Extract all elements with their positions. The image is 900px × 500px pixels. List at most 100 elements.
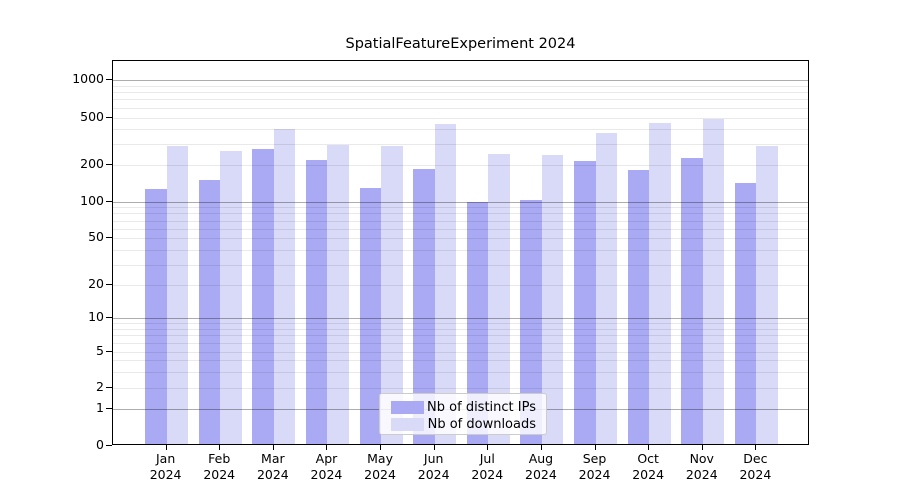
x-tick-mark [219,445,221,450]
y-tick-mark [106,386,112,388]
legend-item-downloads: Nb of downloads [380,416,546,432]
grid-layer [113,61,808,444]
bar-downloads-mar [273,129,296,445]
bar-downloads-dec [756,145,778,445]
y-tick-label-0: 0 [96,436,104,452]
bar-distinct-ips-dec [734,182,757,445]
y-tick-label-2: 2 [96,378,104,394]
gridline-6 [113,342,808,344]
x-tick-label-nov: Nov 2024 [685,451,718,482]
bar-downloads-apr [327,145,349,445]
legend-label-distinct-ips: Nb of distinct IPs [427,399,536,415]
gridline-600 [113,107,808,109]
gridline-2 [113,387,808,389]
y-tick-label-100: 100 [80,192,104,208]
bar-distinct-ips-oct [627,169,650,445]
gridline-900 [113,85,808,87]
gridline-4 [113,360,808,362]
gridline-80 [113,213,808,215]
gridline-3 [113,371,808,373]
gridline-500 [113,117,808,119]
bar-downloads-jul [488,154,510,445]
bar-downloads-aug [541,155,564,445]
x-tick-mark [755,445,757,450]
legend-item-distinct-ips: Nb of distinct IPs [380,399,546,415]
chart-title: SpatialFeatureExperiment 2024 [345,36,576,52]
y-tick-mark [106,317,112,318]
y-tick-label-20: 20 [88,276,104,292]
x-tick-label-apr: Apr 2024 [310,451,343,482]
y-tick-mark [106,408,112,410]
gridline-8 [113,328,808,330]
gridline-50 [113,238,808,240]
gridline-10 [113,318,808,319]
y-tick-mark [106,164,112,166]
gridline-9 [113,323,808,325]
gridline-200 [113,165,808,167]
bar-distinct-ips-jul [466,201,489,445]
y-tick-mark [106,79,112,80]
x-tick-mark [326,445,328,450]
y-tick-label-1000: 1000 [72,71,104,86]
x-tick-label-mar: Mar 2024 [256,451,289,482]
y-tick-label-10: 10 [88,309,104,324]
plot-area [112,60,809,445]
x-tick-mark [540,445,542,450]
y-tick-mark [106,444,112,446]
bars-layer [113,61,808,445]
legend: Nb of distinct IPs Nb of downloads [379,393,547,435]
bar-distinct-ips-sep [574,160,596,445]
y-tick-mark [106,350,112,352]
x-tick-label-dec: Dec 2024 [739,451,772,482]
gridline-100 [113,201,808,203]
bar-distinct-ips-feb [198,180,221,445]
bar-downloads-oct [649,123,671,445]
bar-distinct-ips-may [359,187,382,445]
y-tick-mark [106,116,112,118]
x-tick-mark [165,445,167,450]
bar-distinct-ips-nov [681,158,703,445]
bar-distinct-ips-jun [413,168,435,445]
gridline-90 [113,207,808,209]
x-tick-mark [487,445,489,450]
y-tick-label-500: 500 [80,108,104,124]
x-tick-mark [380,445,382,450]
bar-distinct-ips-mar [252,148,274,445]
gridline-70 [113,220,808,222]
legend-swatch-distinct-ips-icon [391,400,424,414]
bar-downloads-jan [166,145,189,445]
x-tick-label-jun: Jun 2024 [417,451,450,482]
bar-downloads-feb [220,151,242,445]
y-tick-label-200: 200 [80,156,104,172]
bar-downloads-sep [595,133,617,445]
gridline-40 [113,249,808,251]
bar-downloads-nov [702,118,725,445]
bar-distinct-ips-jan [145,189,167,445]
gridline-5 [113,351,808,353]
y-tick-label-50: 50 [88,229,104,245]
bar-downloads-may [381,145,403,445]
x-tick-mark [594,445,596,450]
bar-distinct-ips-apr [306,160,328,445]
legend-swatch-downloads-icon [391,417,424,431]
x-tick-mark [648,445,650,450]
gridline-300 [113,144,808,146]
x-tick-mark [433,445,435,450]
x-tick-label-jul: Jul 2024 [471,451,504,482]
x-tick-mark [272,445,274,450]
legend-label-downloads: Nb of downloads [427,416,536,432]
x-tick-label-sep: Sep 2024 [578,451,611,482]
y-tick-mark [106,200,112,202]
y-tick-label-1: 1 [96,400,104,416]
x-tick-label-may: May 2024 [364,451,396,482]
gridline-400 [113,129,808,131]
x-tick-mark [701,445,703,450]
y-tick-mark [106,237,112,239]
gridline-60 [113,228,808,230]
bar-downloads-jun [434,123,457,445]
y-tick-mark [106,284,112,286]
x-tick-label-aug: Aug 2024 [525,451,557,482]
x-tick-label-jan: Jan 2024 [149,451,182,482]
bar-distinct-ips-aug [520,199,542,445]
